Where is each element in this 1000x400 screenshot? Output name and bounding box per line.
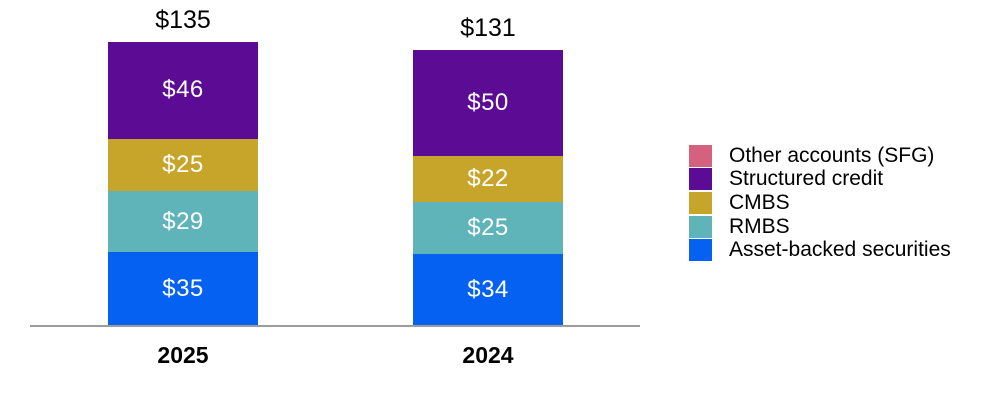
segment-value-label: $29 xyxy=(162,207,204,235)
legend-label: Structured credit xyxy=(729,167,884,191)
category-axis-label: 2025 xyxy=(157,342,209,368)
stacked-bar-2025: $46 $25 $29 $35 xyxy=(108,42,258,326)
legend-swatch xyxy=(689,168,712,191)
segment-value-label: $46 xyxy=(162,76,204,104)
legend-label: RMBS xyxy=(729,214,790,238)
legend-item: Structured credit xyxy=(689,167,951,192)
legend-label: CMBS xyxy=(729,190,790,214)
legend-swatch xyxy=(689,215,712,238)
legend-item: CMBS xyxy=(689,191,951,215)
bar-segment: $34 xyxy=(413,254,563,326)
segment-value-label: $25 xyxy=(467,214,509,242)
segment-value-label: $50 xyxy=(467,88,509,116)
legend-swatch xyxy=(689,191,712,214)
stacked-bar-2024: $50 $22 $25 $34 xyxy=(413,50,563,326)
x-axis-line xyxy=(30,325,640,327)
legend-label: Asset-backed securities xyxy=(729,238,951,262)
legend: Other accounts (SFG) Structured credit CMB… xyxy=(689,144,951,262)
segment-value-label: $25 xyxy=(162,151,204,179)
bar-segment: $22 xyxy=(413,155,563,202)
segment-value-label: $35 xyxy=(162,275,204,303)
category-axis-label: 2024 xyxy=(462,342,514,368)
bar-total-label: $131 xyxy=(460,14,516,43)
bar-total-label: $135 xyxy=(155,6,211,34)
bar-segment: $50 xyxy=(413,50,563,156)
legend-swatch xyxy=(689,144,712,167)
segment-value-label: $22 xyxy=(467,164,509,192)
bar-segment: $25 xyxy=(413,201,563,255)
legend-item: Asset-backed securities xyxy=(689,238,951,262)
legend-swatch xyxy=(689,239,712,262)
legend-label: Other accounts (SFG) xyxy=(729,143,935,167)
bar-segment: $46 xyxy=(108,42,258,139)
bar-segment: $35 xyxy=(108,252,258,326)
bar-segment: $29 xyxy=(108,191,258,253)
legend-item: RMBS xyxy=(689,215,951,239)
legend-item: Other accounts (SFG) xyxy=(689,144,951,168)
bar-segment: $25 xyxy=(108,138,258,192)
segment-value-label: $34 xyxy=(467,276,509,304)
